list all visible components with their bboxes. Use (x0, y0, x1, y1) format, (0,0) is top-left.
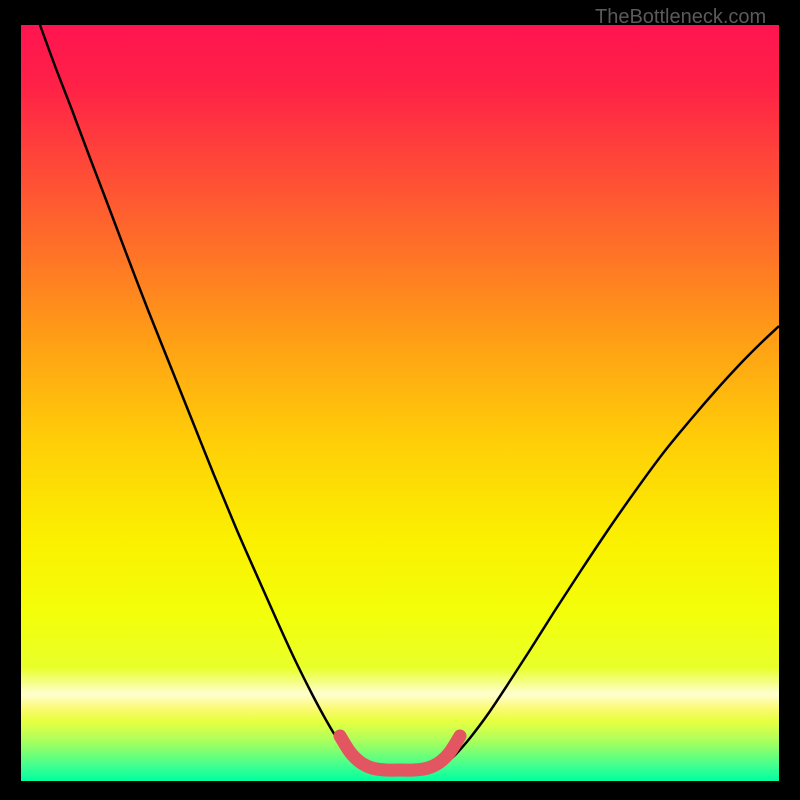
right-bottleneck-curve (447, 326, 779, 762)
left-bottleneck-curve (40, 25, 355, 762)
optimal-range-marker (340, 736, 460, 770)
watermark-text: TheBottleneck.com (595, 6, 766, 29)
curve-overlay (0, 0, 800, 800)
